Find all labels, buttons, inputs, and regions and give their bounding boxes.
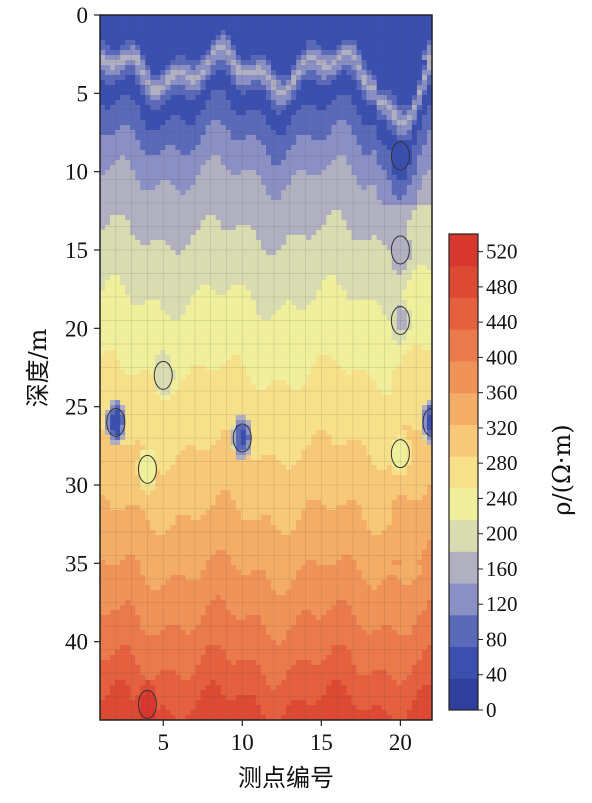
colorbar-segment [449,614,478,648]
plot-grid [100,15,432,720]
colorbar-segment [449,551,478,584]
colorbar [448,233,479,711]
y-tick-label: 25 [65,395,88,420]
colorbar-segment [449,360,478,394]
colorbar-segment [449,297,478,330]
colorbar-tick-label: 0 [486,698,497,722]
colorbar-segment [449,646,478,679]
colorbar-segment [449,424,478,457]
y-axis-ticks: 0 5 10 15 20 25 30 35 40 [65,3,100,655]
colorbar-tick-label: 160 [486,557,518,581]
colorbar-segment [449,329,478,362]
colorbar-ticks: 0 40 80 120 160 200 240 280 320 360 400 440 480 520 [478,240,518,722]
anomaly-contour [232,423,252,453]
colorbar-segment [449,456,478,489]
y-tick-label: 30 [65,473,88,498]
anomaly-contour [137,454,157,484]
y-tick-label: 15 [65,238,88,263]
y-tick-label: 5 [77,81,89,106]
x-tick-label: 15 [310,730,333,755]
anomaly-contour [390,235,410,265]
colorbar-segment [449,392,478,425]
colorbar-segment [449,234,478,267]
colorbar-label: ρ/(Ω·m) [548,424,576,515]
colorbar-tick-label: 280 [486,451,518,475]
anomaly-contour [137,689,157,719]
anomaly-contour [422,407,432,437]
anomaly-contour [153,360,173,390]
x-tick-label: 5 [157,730,169,755]
colorbar-tick-label: 240 [486,486,518,510]
colorbar-tick-label: 360 [486,381,518,405]
colorbar-tick-label: 480 [486,275,518,299]
colorbar-frame [448,233,479,711]
y-tick-label: 40 [65,630,88,655]
contour-plot-area [100,15,432,720]
y-tick-label: 35 [65,551,88,576]
colorbar-tick-label: 320 [486,416,518,440]
colorbar-tick-label: 80 [486,627,507,651]
colorbar-tick-label: 440 [486,310,518,334]
colorbar-segment [449,678,478,711]
x-axis-label: 测点编号 [238,764,334,792]
anomaly-contour [390,306,410,335]
x-axis-ticks: 5 10 15 20 [157,720,412,755]
colorbar-tick-label: 120 [486,592,518,616]
anomaly-contour [106,407,126,437]
colorbar-segment [449,265,478,298]
x-tick-label: 10 [231,730,254,755]
anomaly-contour [390,141,410,171]
colorbar-segment [449,583,478,616]
colorbar-tick-label: 520 [486,240,518,264]
y-tick-label: 20 [65,316,88,341]
y-axis-label: 深度/m [24,328,52,407]
y-tick-label: 0 [77,3,89,28]
anomaly-contour [390,439,410,469]
colorbar-segment [449,487,478,521]
colorbar-segment [449,519,478,552]
plot-frame [99,14,433,721]
colorbar-tick-label: 200 [486,522,518,546]
colorbar-tick-label: 40 [486,663,507,687]
colorbar-tick-label: 400 [486,345,518,369]
y-tick-label: 10 [65,160,88,185]
x-tick-label: 20 [389,730,412,755]
